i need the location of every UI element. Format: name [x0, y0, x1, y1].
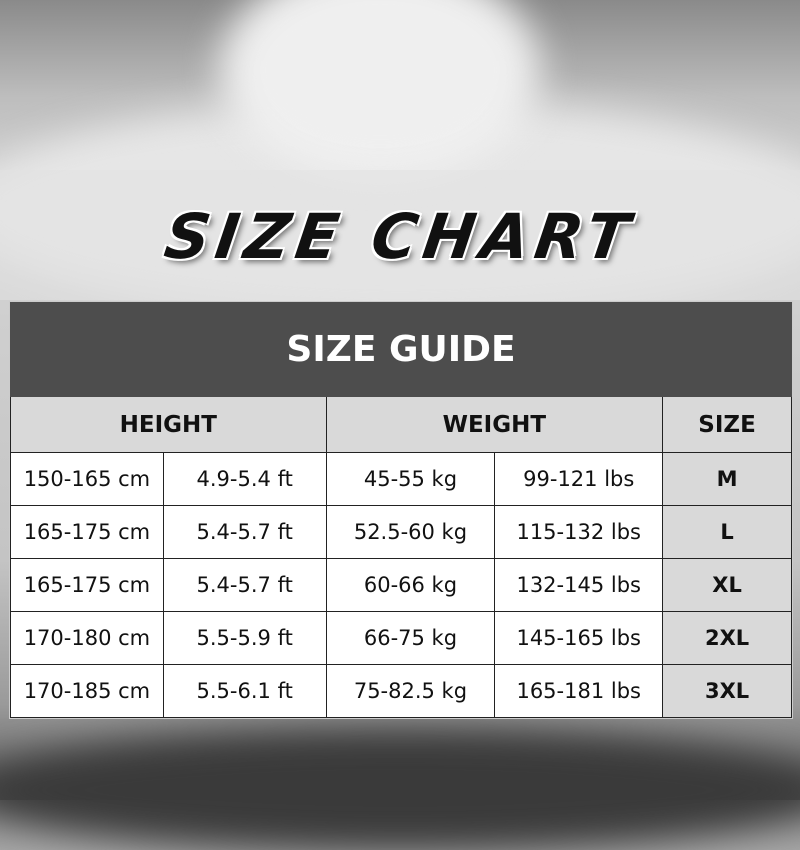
column-header-height: HEIGHT	[10, 396, 327, 453]
cell-height-cm: 170-180 cm	[10, 611, 164, 665]
cell-weight-kg: 45-55 kg	[325, 452, 496, 506]
cell-weight-lbs: 145-165 lbs	[494, 611, 664, 665]
column-header-weight: WEIGHT	[325, 396, 664, 453]
cell-size: XL	[662, 558, 792, 612]
cell-weight-kg: 66-75 kg	[325, 611, 496, 665]
cell-size: L	[662, 505, 792, 559]
table-row: 170-185 cm 5.5-6.1 ft 75-82.5 kg 165-181 lb…	[10, 664, 792, 718]
cell-height-cm: 150-165 cm	[10, 452, 164, 506]
cell-weight-lbs: 115-132 lbs	[494, 505, 664, 559]
cell-height-ft: 4.9-5.4 ft	[162, 452, 327, 506]
cell-weight-lbs: 165-181 lbs	[494, 664, 664, 718]
cell-weight-lbs: 132-145 lbs	[494, 558, 664, 612]
table-row: 165-175 cm 5.4-5.7 ft 52.5-60 kg 115-132 lb…	[10, 505, 792, 559]
background-photo-floor	[0, 730, 800, 850]
table-row: 165-175 cm 5.4-5.7 ft 60-66 kg 132-145 lbs X…	[10, 558, 792, 612]
cell-height-cm: 170-185 cm	[10, 664, 164, 718]
cell-weight-lbs: 99-121 lbs	[494, 452, 664, 506]
table-row: 150-165 cm 4.9-5.4 ft 45-55 kg 99-121 lbs M	[10, 452, 792, 506]
cell-height-ft: 5.4-5.7 ft	[162, 558, 327, 612]
background-photo-person	[220, 0, 540, 180]
size-guide-heading: SIZE GUIDE	[10, 302, 792, 397]
cell-height-ft: 5.5-5.9 ft	[162, 611, 327, 665]
cell-size: M	[662, 452, 792, 506]
cell-height-cm: 165-175 cm	[10, 558, 164, 612]
cell-weight-kg: 52.5-60 kg	[325, 505, 496, 559]
cell-height-cm: 165-175 cm	[10, 505, 164, 559]
cell-height-ft: 5.4-5.7 ft	[162, 505, 327, 559]
size-chart-title: SIZE CHART	[160, 200, 640, 273]
cell-size: 2XL	[662, 611, 792, 665]
cell-size: 3XL	[662, 664, 792, 718]
column-header-size: SIZE	[662, 396, 792, 453]
table-row: 170-180 cm 5.5-5.9 ft 66-75 kg 145-165 lbs 2…	[10, 611, 792, 665]
size-guide-table: SIZE GUIDE HEIGHT WEIGHT SIZE 150-165 cm…	[10, 302, 792, 718]
cell-weight-kg: 60-66 kg	[325, 558, 496, 612]
cell-height-ft: 5.5-6.1 ft	[162, 664, 327, 718]
title-band	[0, 170, 800, 300]
cell-weight-kg: 75-82.5 kg	[325, 664, 496, 718]
